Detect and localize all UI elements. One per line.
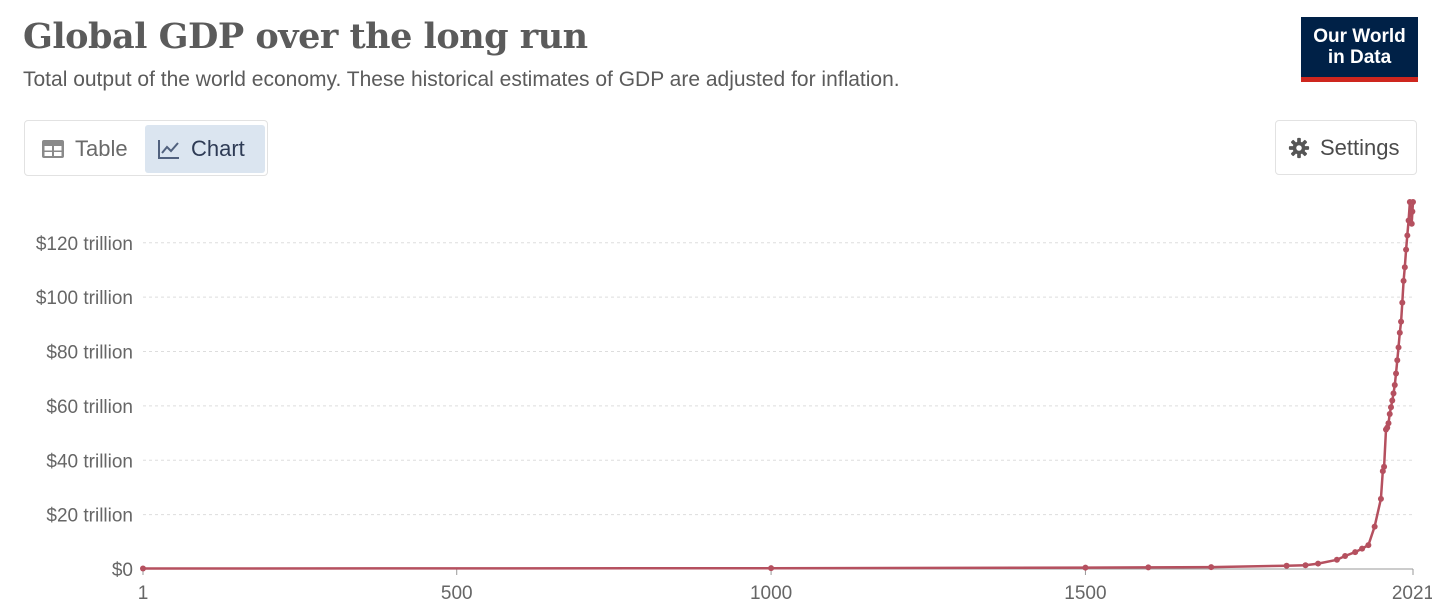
data-point <box>1371 523 1378 530</box>
tab-chart[interactable]: Chart <box>145 125 265 173</box>
data-point <box>1365 542 1372 549</box>
data-point <box>1401 264 1408 271</box>
data-point <box>1385 420 1392 427</box>
y-tick-label: $0 <box>112 560 133 581</box>
x-tick-label: 1500 <box>1064 583 1106 604</box>
data-point <box>1381 463 1388 470</box>
data-point <box>140 565 146 572</box>
data-point <box>1398 318 1405 325</box>
data-point <box>1389 397 1396 404</box>
data-point <box>1377 495 1384 502</box>
settings-button[interactable]: Settings <box>1275 120 1417 175</box>
data-point <box>1342 552 1349 559</box>
data-point <box>1394 357 1401 364</box>
data-point <box>1396 329 1403 336</box>
series-line <box>142 200 1415 570</box>
data-point <box>1400 277 1407 284</box>
data-point <box>1145 564 1152 571</box>
y-tick-label: $20 trillion <box>46 506 133 527</box>
page-title: Global GDP over the long run <box>23 16 588 57</box>
gear-icon <box>1288 137 1310 158</box>
data-point <box>1352 549 1359 556</box>
table-icon <box>42 140 64 158</box>
logo-line-1: Our World <box>1313 26 1406 47</box>
y-tick-label: $60 trillion <box>46 397 133 418</box>
tab-table-label: Table <box>75 136 128 161</box>
data-point <box>1386 411 1393 418</box>
data-point <box>1399 299 1406 306</box>
data-point <box>1409 208 1416 215</box>
data-point <box>1302 562 1309 569</box>
view-tabs: Table Chart <box>24 120 268 176</box>
y-tick-label: $120 trillion <box>36 234 133 255</box>
data-point <box>1315 560 1322 567</box>
data-point <box>1390 390 1397 397</box>
x-tick-label: 500 <box>441 583 473 604</box>
data-point <box>1404 232 1411 239</box>
data-point <box>1359 545 1366 552</box>
settings-label: Settings <box>1320 134 1400 160</box>
data-point <box>1333 556 1340 563</box>
data-point <box>1410 199 1416 205</box>
page-subtitle: Total output of the world economy. These… <box>23 68 900 91</box>
tab-chart-label: Chart <box>191 136 245 161</box>
data-point <box>1283 562 1290 569</box>
data-point <box>768 565 775 572</box>
data-point <box>1391 381 1398 388</box>
tab-table[interactable]: Table <box>29 125 145 173</box>
data-point <box>1403 246 1410 253</box>
y-tick-label: $40 trillion <box>46 451 133 472</box>
data-point <box>1395 344 1402 351</box>
x-tick-label: 1 <box>138 583 149 604</box>
data-point <box>1387 404 1394 411</box>
data-point <box>1082 564 1089 571</box>
logo-line-2: in Data <box>1327 47 1392 68</box>
owid-logo[interactable]: Our World in Data <box>1301 17 1418 82</box>
x-tick-label: 1000 <box>750 583 792 604</box>
data-point <box>1408 220 1415 227</box>
x-tick-label: 2021 <box>1392 583 1432 604</box>
y-tick-label: $80 trillion <box>46 343 133 364</box>
data-point <box>1208 564 1215 571</box>
gdp-line-chart: $0 $20 trillion $40 trillion $60 trillion $8… <box>36 199 1432 604</box>
y-tick-label: $100 trillion <box>36 288 133 309</box>
line-chart-icon <box>158 140 179 159</box>
data-point <box>1393 370 1400 377</box>
